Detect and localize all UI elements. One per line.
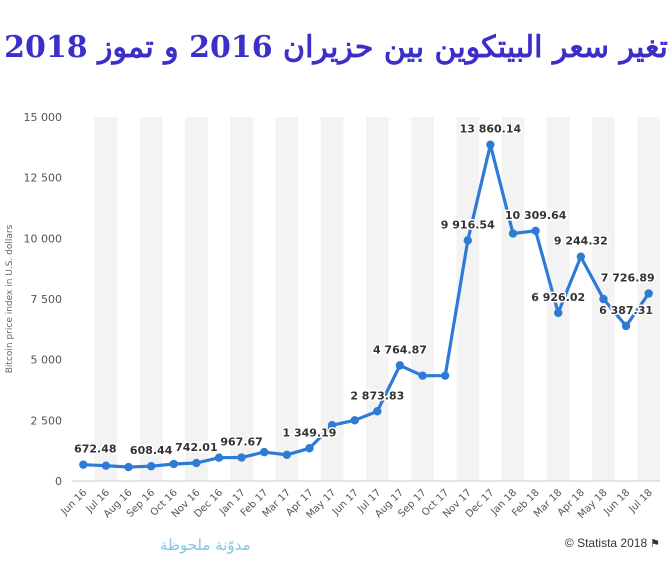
y-tick-label: 5 000 [31, 354, 63, 367]
credit-text: © Statista 2018 [564, 536, 648, 550]
data-point [644, 289, 653, 298]
grid-band [139, 117, 163, 481]
data-point [327, 420, 337, 430]
grid-band [501, 117, 525, 481]
data-point [260, 447, 269, 457]
grid-band [185, 117, 208, 481]
data-point [418, 371, 427, 380]
data-point [192, 458, 201, 468]
data-point [214, 453, 224, 462]
data-point [554, 308, 563, 318]
grid-band [546, 117, 570, 481]
data-point [305, 444, 314, 453]
grid-band [94, 117, 118, 481]
data-point [395, 361, 405, 370]
chart-title: تغير سعر البيتكوين بين حزيران 2016 و تمو… [4, 30, 668, 65]
grid-band [230, 117, 253, 481]
data-point [599, 294, 608, 304]
data-label: 6 926.02 [531, 291, 585, 304]
grid-band [320, 117, 344, 481]
grid-band [275, 117, 299, 481]
data-labels: 672.48 608.44 742.01 967.67 1 349.19 2 873.83… [73, 121, 657, 459]
data-label: 9 916.54 [441, 218, 495, 231]
data-label: 1 349.19 [282, 426, 336, 439]
data-point [486, 140, 495, 149]
data-point [282, 450, 292, 459]
data-label: 4 764.87 [373, 343, 427, 356]
data-label: 672.48 [74, 443, 116, 456]
data-point [146, 462, 156, 471]
data-point [237, 453, 246, 462]
series-points [79, 140, 653, 472]
data-point [124, 462, 133, 472]
data-point [350, 416, 359, 425]
data-label: 9 244.32 [554, 235, 608, 248]
data-point [373, 407, 382, 416]
data-point [79, 460, 88, 469]
y-tick-label: 15 000 [24, 111, 63, 124]
data-label: 2 873.83 [350, 389, 404, 402]
y-tick-label: 7 500 [31, 293, 63, 306]
y-axis-ticks: 0 2 500 5 000 7 500 10 000 12 500 15 000 [24, 111, 63, 488]
data-label: 13 860.14 [460, 123, 522, 136]
data-point [531, 226, 540, 236]
data-point [440, 371, 450, 380]
data-label: 608.44 [130, 444, 173, 457]
data-point [508, 229, 518, 238]
x-tick-label: Jul 18 [627, 487, 655, 515]
data-point [621, 321, 631, 331]
data-point [101, 461, 111, 470]
data-label: 6 387.31 [599, 304, 653, 317]
data-label: 7 726.89 [601, 271, 655, 284]
data-point [576, 252, 586, 261]
grid-band [637, 117, 660, 481]
data-label: 967.67 [220, 436, 262, 449]
y-tick-label: 10 000 [24, 232, 63, 245]
y-axis-label: Bitcoin price index in U.S. dollars [5, 224, 15, 373]
x-tick-label: Jun 16 [59, 487, 90, 518]
y-tick-label: 12 500 [24, 172, 63, 185]
y-tick-label: 0 [55, 475, 62, 488]
watermark-text: مدوّنة ملحوظة [160, 536, 251, 554]
grid-band [411, 117, 434, 481]
grid-band [456, 117, 480, 481]
data-point [463, 236, 472, 245]
grid-band [366, 117, 389, 481]
y-tick-label: 2 500 [31, 414, 63, 427]
data-point [169, 459, 178, 469]
flag-icon[interactable]: ⚑ [650, 538, 660, 550]
source-credit[interactable]: © Statista 2018 ⚑ [565, 536, 660, 550]
data-label: 742.01 [175, 441, 217, 454]
data-label: 10 309.64 [505, 209, 567, 222]
